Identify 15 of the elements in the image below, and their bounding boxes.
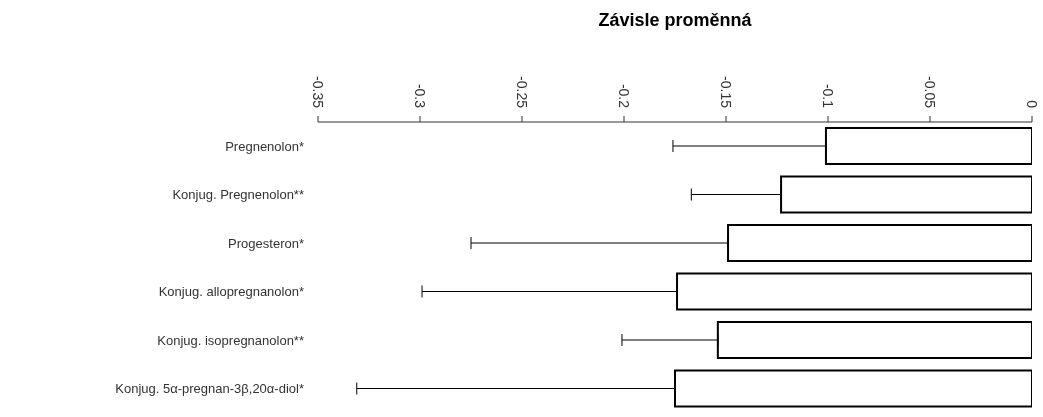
x-tick-label: -0.25 — [514, 76, 530, 109]
y-tick-label: Progesteron* — [228, 235, 304, 251]
y-tick-label: Pregnenolon* — [225, 138, 304, 154]
y-tick-label: Konjug. allopregnanolon* — [158, 284, 304, 300]
x-tick-label: -0.1 — [820, 83, 836, 109]
x-tick-label: -0.35 — [310, 76, 326, 109]
x-tick-label: -0.05 — [922, 76, 938, 109]
x-tick-label: -0.2 — [616, 83, 632, 109]
x-tick-label: 0 — [1024, 100, 1040, 109]
y-tick-label: Konjug. isopregnanolon** — [157, 332, 304, 348]
y-tick-label: Konjug. 5α-pregnan-3β,20α-diol* — [115, 381, 304, 397]
chart-title: Závisle proměnná — [597, 10, 753, 31]
y-tick-label: Konjug. Pregnenolon** — [172, 187, 304, 203]
x-tick-label: -0.15 — [718, 76, 734, 109]
x-tick-label: -0.3 — [412, 83, 428, 109]
